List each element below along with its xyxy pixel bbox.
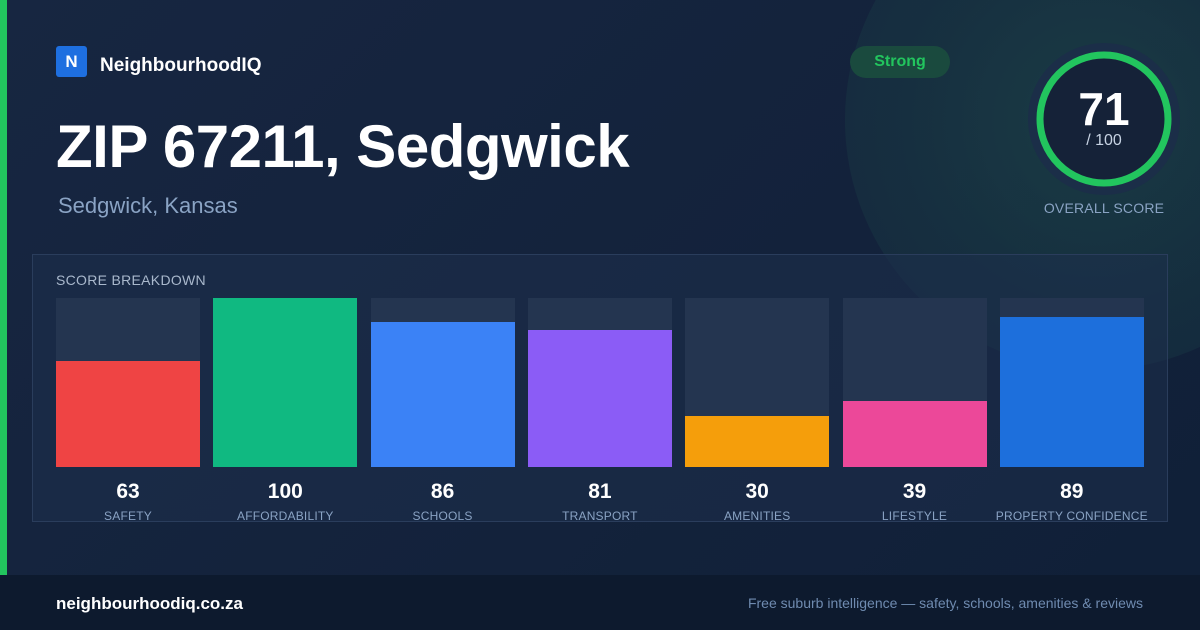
bar-label: SAFETY: [104, 509, 152, 523]
bar-label: AFFORDABILITY: [236, 509, 334, 523]
location-subtitle: Sedgwick, Kansas: [58, 193, 238, 218]
status-badge: Strong: [850, 46, 950, 78]
bar-track: [842, 298, 987, 467]
bar-fill: [213, 298, 358, 467]
page-title: ZIP 67211, Sedgwick: [56, 113, 630, 180]
bar-value: 30: [745, 480, 769, 503]
score-bar-schools: 86 SCHOOLS: [370, 298, 515, 523]
bar-label: SCHOOLS: [412, 509, 473, 523]
score-bar-affordability: 100 AFFORDABILITY: [213, 298, 358, 523]
bar-value: 63: [116, 480, 140, 503]
bar-value: 89: [1060, 480, 1084, 503]
bar-value: 81: [588, 480, 612, 503]
bar-track: [999, 298, 1144, 467]
score-bar-safety: 63 SAFETY: [56, 298, 200, 523]
footer: neighbourhoodiq.co.za Free suburb intell…: [0, 575, 1200, 630]
bar-fill: [842, 401, 987, 467]
bar-track: [370, 298, 515, 467]
bar-fill: [527, 330, 672, 467]
score-bar-lifestyle: 39 LIFESTYLE: [842, 298, 987, 523]
bar-fill: [999, 316, 1144, 467]
score-bar-transport: 81 TRANSPORT: [527, 298, 672, 523]
footer-tagline: Free suburb intelligence — safety, schoo…: [747, 595, 1143, 611]
bar-label: PROPERTY CONFIDENCE: [995, 509, 1148, 523]
bar-label: TRANSPORT: [562, 509, 638, 523]
score-ring-progress: [1036, 51, 1172, 187]
score-breakdown-title: SCORE BREAKDOWN: [56, 272, 206, 288]
bar-track: [56, 298, 200, 467]
score-bar-amenities: 30 AMENITIES: [685, 298, 830, 523]
score-bar-property-confidence: 89 PROPERTY CONFIDENCE: [996, 298, 1148, 523]
bar-track: [213, 298, 358, 467]
footer-site-link[interactable]: neighbourhoodiq.co.za: [56, 594, 243, 613]
brand-name: NeighbourhoodIQ: [100, 55, 262, 76]
accent-bar: [0, 0, 7, 575]
bar-fill: [370, 321, 515, 467]
score-breakdown-panel: SCORE BREAKDOWN 63 SAFETY 100 AFFORDABILITY…: [32, 254, 1168, 523]
bar-value: 39: [902, 480, 927, 503]
bar-fill: [56, 360, 200, 467]
bar-value: 86: [430, 480, 455, 503]
brand[interactable]: N NeighbourhoodIQ: [56, 46, 261, 77]
overall-score-max: / 100: [1086, 132, 1122, 149]
bar-label: LIFESTYLE: [881, 509, 948, 523]
overall-score-value: 71: [1078, 83, 1130, 135]
bar-value: 100: [267, 480, 303, 503]
bar-track: [527, 298, 672, 467]
overall-score-label: OVERALL SCORE: [1043, 200, 1165, 216]
share-card: N NeighbourhoodIQ ZIP 67211, Sedgwick Se…: [0, 0, 1200, 575]
bar-label: AMENITIES: [723, 509, 791, 523]
overall-score-ring: [1028, 43, 1180, 195]
bar-track: [685, 298, 830, 467]
bar-fill: [685, 416, 830, 467]
brand-logo-icon: N: [56, 46, 87, 77]
